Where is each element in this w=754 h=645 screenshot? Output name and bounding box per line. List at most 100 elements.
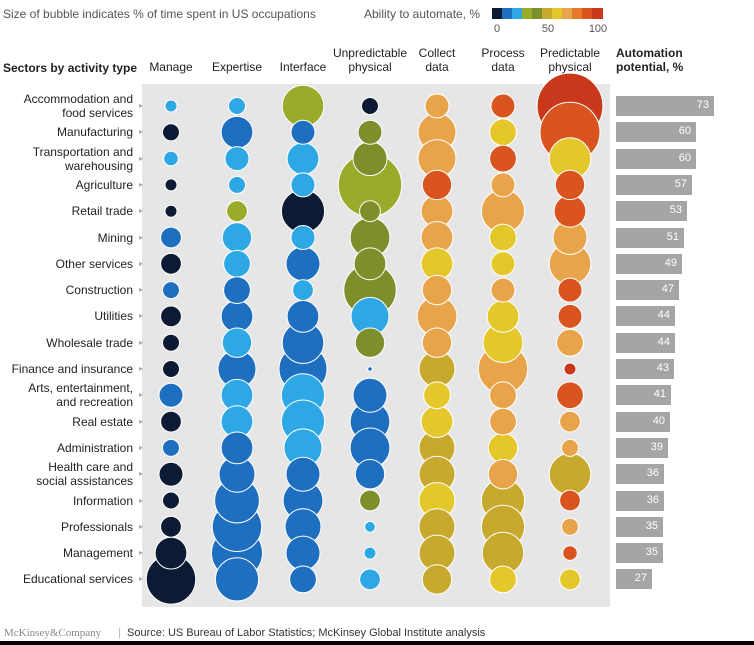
scale-tick: 0: [493, 23, 501, 35]
potential-bar: [616, 437, 668, 458]
bubble: [556, 328, 584, 357]
potential-bar: [616, 359, 674, 379]
potential-bar: [616, 122, 696, 143]
row-pointer-icon: ▸: [139, 153, 144, 163]
bubble-size-note: Size of bubble indicates % of time spent…: [3, 7, 316, 21]
potential-value: 35: [645, 519, 658, 532]
bubble: [561, 517, 579, 536]
row-pointer-icon: ▸: [139, 469, 144, 479]
bubble: [489, 565, 517, 594]
bubble: [559, 410, 581, 433]
bubble: [162, 438, 180, 457]
bubble: [224, 146, 250, 172]
sector-label-line: social assistances: [36, 474, 133, 489]
scale-swatch: [492, 8, 503, 19]
sector-label: Mining: [98, 231, 133, 245]
bubble: [487, 459, 519, 490]
bubble: [164, 178, 178, 192]
bubble: [290, 172, 316, 198]
potential-bar: [616, 464, 664, 485]
bubble: [489, 118, 517, 147]
sector-label-line: Retail trade: [71, 204, 133, 219]
column-header-line: Manage: [149, 60, 193, 74]
sector-label: Manufacturing: [57, 125, 133, 139]
sector-label-line: Utilities: [94, 309, 133, 324]
sector-label: Information: [73, 494, 133, 508]
bubble: [489, 144, 517, 173]
bubble: [164, 204, 178, 218]
sector-label: Utilities: [94, 309, 133, 323]
potential-value: 39: [650, 440, 663, 453]
potential-value: 36: [646, 467, 659, 480]
scale-swatch: [502, 8, 513, 19]
sector-label-line: Health care and: [48, 460, 133, 475]
mckinsey-logo: McKinsey&Company: [4, 627, 102, 639]
column-header-line: Process: [481, 46, 525, 60]
bubble: [160, 410, 182, 433]
bubble: [226, 200, 248, 223]
row-pointer-icon: ▸: [139, 495, 144, 505]
bubble: [223, 249, 251, 278]
bubble: [158, 461, 184, 487]
source-note: Source: US Bureau of Labor Statistics; M…: [127, 627, 486, 639]
sector-label-line: Construction: [65, 283, 133, 298]
bubble: [160, 252, 182, 275]
bubble: [359, 200, 381, 223]
sector-label: Administration: [57, 441, 133, 455]
sector-label: Accommodation and food services: [24, 92, 133, 120]
sector-label-line: Agriculture: [75, 177, 133, 192]
bubble: [367, 366, 373, 372]
row-pointer-icon: ▸: [139, 442, 144, 452]
bubble: [285, 456, 321, 492]
bubble: [354, 327, 386, 358]
sector-label-line: warehousing: [64, 158, 133, 173]
bubble: [162, 491, 180, 510]
potential-value: 73: [696, 99, 709, 111]
potential-bar: [616, 543, 663, 564]
potential-value: 41: [653, 388, 666, 401]
column-header-line: physical: [548, 60, 592, 74]
scale-tick: 50: [541, 23, 555, 35]
potential-bar: [616, 96, 714, 116]
bubble: [223, 276, 251, 305]
potential-bar: [616, 174, 692, 195]
column-header-line: Expertise: [211, 60, 263, 74]
scale-swatch: [572, 8, 583, 19]
row-pointer-icon: ▸: [139, 285, 144, 295]
column-header: Expertise: [192, 60, 282, 74]
bubble: [163, 150, 179, 167]
bubble: [359, 489, 381, 512]
bubble: [160, 226, 182, 249]
column-header-line: Collect: [418, 46, 456, 60]
bubble: [563, 362, 577, 376]
scale-swatch: [512, 8, 523, 19]
potential-bar: [616, 148, 696, 169]
sector-label: Health care and social assistances: [36, 460, 133, 488]
column-header: Unpredictable physical: [325, 46, 415, 74]
sector-label-line: Administration: [56, 440, 133, 455]
potential-bar: [616, 227, 684, 248]
potential-bar: [616, 411, 670, 432]
bubble: [352, 141, 388, 177]
potential-bar: [616, 516, 663, 537]
sector-label-line: Information: [72, 493, 133, 508]
sector-label-line: Management: [62, 546, 133, 561]
potential-value: 44: [657, 335, 670, 348]
column-header: Collect data: [392, 46, 482, 74]
sector-label-line: Transportation and: [32, 144, 133, 159]
bubble: [559, 489, 581, 512]
bubble: [160, 305, 182, 328]
potential-value: 43: [656, 362, 669, 374]
column-header-line: physical: [348, 60, 392, 74]
bubble: [489, 223, 517, 252]
bubble: [164, 99, 178, 113]
sector-label-line: Real estate: [72, 414, 133, 429]
potential-value: 35: [645, 546, 658, 559]
bubble: [556, 381, 584, 410]
bubble: [220, 431, 254, 465]
bubble: [490, 277, 516, 303]
sector-label: Wholesale trade: [46, 336, 133, 350]
row-pointer-icon: ▸: [139, 311, 144, 321]
bubble: [357, 119, 383, 145]
